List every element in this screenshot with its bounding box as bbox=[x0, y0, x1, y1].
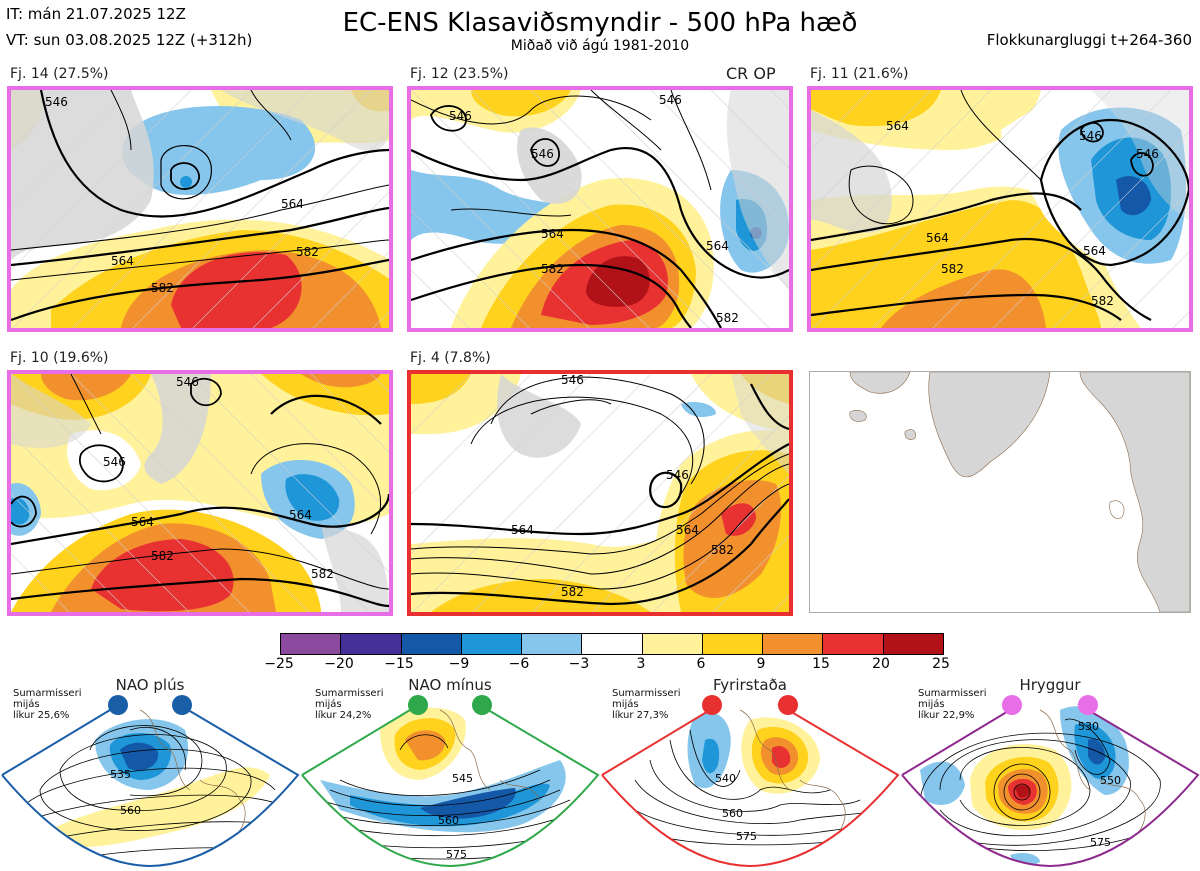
contour-label: 582 bbox=[311, 567, 334, 581]
contour-label: 560 bbox=[438, 814, 459, 827]
colorbar-tick: 9 bbox=[756, 656, 766, 672]
contour-label: 546 bbox=[45, 95, 68, 109]
cluster-map-panel[interactable]: 546 546 564 564 582 582 bbox=[7, 370, 393, 616]
colorbar-tick: −20 bbox=[324, 656, 354, 672]
classification-window: Flokkunargluggi t+264-360 bbox=[986, 31, 1192, 49]
colorbar-segment bbox=[522, 634, 583, 654]
contour-label: 564 bbox=[131, 515, 154, 529]
colorbar-segment bbox=[401, 634, 462, 654]
contour-label: 564 bbox=[926, 231, 949, 245]
regime-map-nao-plus: 535 560 bbox=[1, 695, 300, 868]
contour-label: 560 bbox=[722, 807, 743, 820]
colorbar-segment bbox=[582, 634, 643, 654]
control-operational-tag: CR OP bbox=[726, 64, 776, 83]
colorbar-tick: 25 bbox=[932, 656, 950, 672]
regime-map-blocking: 540 560 575 bbox=[601, 695, 900, 868]
regime-note: Sumarmisseri mijás líkur 22,9% bbox=[918, 688, 987, 721]
contour-label: 550 bbox=[1100, 774, 1121, 787]
contour-label: 582 bbox=[151, 549, 174, 563]
colorbar-tick: −6 bbox=[508, 656, 530, 672]
contour-label: 582 bbox=[1091, 294, 1114, 308]
contour-label: 564 bbox=[886, 119, 909, 133]
contour-label: 582 bbox=[151, 281, 174, 295]
cluster-map-panel[interactable]: 546 564 564 582 582 bbox=[7, 86, 393, 332]
contour-label: 546 bbox=[561, 374, 584, 387]
contour-label: 546 bbox=[103, 455, 126, 469]
contour-label: 564 bbox=[706, 239, 729, 253]
regime-note: Sumarmisseri mijás líkur 27,3% bbox=[612, 688, 681, 721]
colorbar-segment bbox=[823, 634, 884, 654]
colorbar-segment bbox=[642, 634, 703, 654]
contour-label: 582 bbox=[711, 543, 734, 557]
contour-label: 582 bbox=[561, 585, 584, 599]
contour-label: 540 bbox=[715, 772, 736, 785]
colorbar-segment bbox=[883, 634, 943, 654]
contour-label: 546 bbox=[659, 93, 682, 107]
contour-label: 530 bbox=[1078, 720, 1099, 733]
contour-label: 560 bbox=[120, 804, 141, 817]
contour-label: 535 bbox=[110, 768, 131, 781]
contour-label: 582 bbox=[716, 311, 739, 325]
colorbar-tick: 15 bbox=[812, 656, 830, 672]
page-subtitle: Miðað við ágú 1981-2010 bbox=[510, 38, 690, 54]
contour-label: 546 bbox=[176, 375, 199, 389]
contour-label: 546 bbox=[449, 109, 472, 123]
colorbar-tick: −25 bbox=[264, 656, 294, 672]
contour-label: 564 bbox=[511, 523, 534, 537]
contour-label: 582 bbox=[941, 262, 964, 276]
colorbar bbox=[280, 633, 944, 655]
contour-label: 582 bbox=[541, 262, 564, 276]
contour-label: 546 bbox=[531, 147, 554, 161]
colorbar-segment bbox=[763, 634, 824, 654]
regime-title: NAO plús bbox=[115, 676, 185, 694]
regime-map-ridge: 530 550 575 bbox=[901, 695, 1200, 868]
contour-label: 546 bbox=[666, 468, 689, 482]
colorbar-tick: −3 bbox=[568, 656, 590, 672]
contour-label: 546 bbox=[1136, 147, 1159, 161]
page-title: EC-ENS Klasaviðsmyndir - 500 hPa hæð bbox=[342, 8, 858, 38]
colorbar-segment bbox=[341, 634, 402, 654]
cluster-map-panel[interactable]: 546 546 546 564 582 564 582 bbox=[407, 86, 793, 332]
contour-label: 564 bbox=[281, 197, 304, 211]
contour-label: 564 bbox=[289, 508, 312, 522]
colorbar-tick: −15 bbox=[384, 656, 414, 672]
colorbar-segment bbox=[461, 634, 523, 654]
colorbar-tick: 20 bbox=[872, 656, 890, 672]
contour-label: 564 bbox=[1083, 244, 1106, 258]
contour-label: 575 bbox=[446, 848, 467, 861]
initial-time: IT: mán 21.07.2025 12Z bbox=[6, 5, 186, 23]
regime-title: Hryggur bbox=[1019, 676, 1081, 694]
colorbar-tick: −9 bbox=[448, 656, 470, 672]
contour-label: 575 bbox=[1090, 836, 1111, 849]
contour-label: 564 bbox=[676, 523, 699, 537]
cluster-map-panel[interactable]: 546 546 564 564 582 582 bbox=[407, 370, 793, 616]
colorbar-segment bbox=[702, 634, 764, 654]
cluster-map-panel[interactable]: 564 546 546 564 582 564 582 bbox=[807, 86, 1193, 332]
contour-label: 545 bbox=[452, 772, 473, 785]
colorbar-tick: 3 bbox=[636, 656, 646, 672]
regime-note: Sumarmisseri mijás líkur 25,6% bbox=[13, 688, 82, 721]
panel-label: Fj. 10 (19.6%) bbox=[10, 350, 109, 366]
colorbar-segment bbox=[281, 634, 342, 654]
contour-label: 564 bbox=[111, 254, 134, 268]
regime-title: NAO mínus bbox=[408, 676, 492, 694]
valid-time: VT: sun 03.08.2025 12Z (+312h) bbox=[6, 31, 253, 49]
base-map-panel bbox=[809, 371, 1191, 613]
colorbar-tick: 6 bbox=[696, 656, 706, 672]
panel-label: Fj. 14 (27.5%) bbox=[10, 66, 109, 82]
contour-label: 564 bbox=[541, 227, 564, 241]
panel-label: Fj. 4 (7.8%) bbox=[410, 350, 491, 366]
contour-label: 575 bbox=[736, 830, 757, 843]
regime-title: Fyrirstaða bbox=[713, 676, 787, 694]
panel-label: Fj. 11 (21.6%) bbox=[810, 66, 909, 82]
regime-map-nao-minus: 545 560 575 bbox=[301, 695, 600, 868]
regime-note: Sumarmisseri mijás líkur 24,2% bbox=[315, 688, 384, 721]
panel-label: Fj. 12 (23.5%) bbox=[410, 66, 509, 82]
contour-label: 582 bbox=[296, 245, 319, 259]
contour-label: 546 bbox=[1079, 129, 1102, 143]
